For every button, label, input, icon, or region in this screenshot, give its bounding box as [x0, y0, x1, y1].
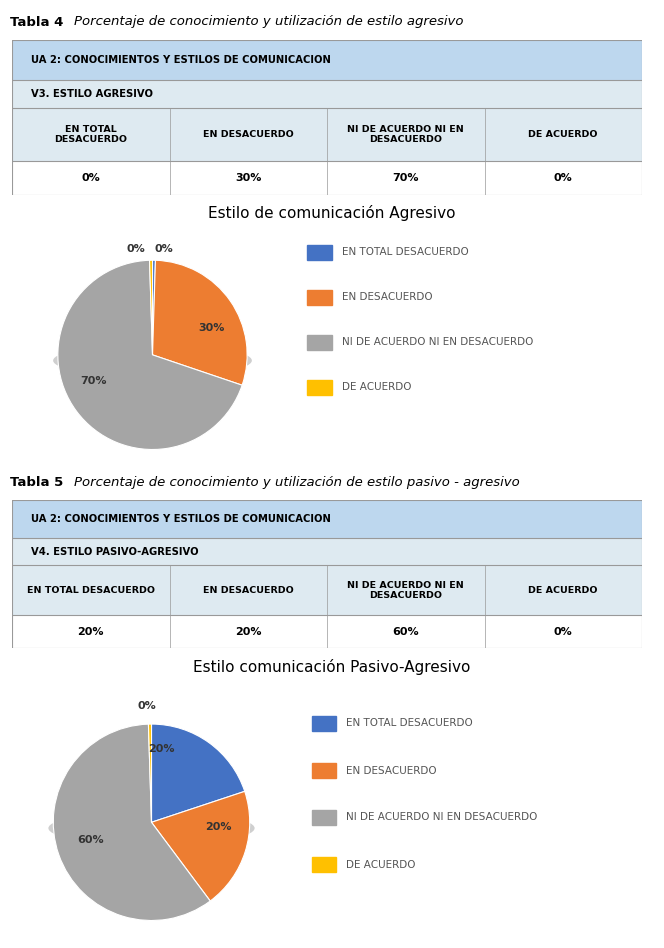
Text: Tabla 5: Tabla 5 [10, 476, 63, 488]
Bar [307, 290, 332, 304]
Text: 0%: 0% [82, 173, 100, 183]
Text: Estilo de comunicación Agresivo: Estilo de comunicación Agresivo [208, 205, 456, 221]
FancyBboxPatch shape [485, 615, 642, 648]
Text: 20%: 20% [78, 627, 104, 637]
Bar [307, 336, 332, 350]
Text: 70%: 70% [80, 376, 107, 387]
FancyBboxPatch shape [12, 565, 169, 615]
Text: DE ACUERDO: DE ACUERDO [529, 130, 598, 139]
Text: V4. ESTILO PASIVO-AGRESIVO: V4. ESTILO PASIVO-AGRESIVO [31, 547, 199, 556]
Text: NI DE ACUERDO NI EN
DESACUERDO: NI DE ACUERDO NI EN DESACUERDO [347, 125, 464, 144]
Text: EN TOTAL DESACUERDO: EN TOTAL DESACUERDO [27, 586, 155, 594]
Text: EN TOTAL DESACUERDO: EN TOTAL DESACUERDO [343, 247, 469, 258]
Text: 20%: 20% [148, 743, 175, 754]
FancyBboxPatch shape [12, 538, 642, 565]
Text: EN DESACUERDO: EN DESACUERDO [343, 293, 433, 302]
Text: 0%: 0% [155, 244, 173, 254]
Text: EN TOTAL
DESACUERDO: EN TOTAL DESACUERDO [54, 125, 127, 144]
Wedge shape [153, 260, 155, 355]
FancyBboxPatch shape [327, 161, 485, 195]
Bar [312, 857, 336, 872]
FancyBboxPatch shape [169, 615, 327, 648]
Ellipse shape [53, 344, 252, 377]
Text: 0%: 0% [554, 173, 572, 183]
Wedge shape [53, 724, 210, 921]
FancyBboxPatch shape [327, 615, 485, 648]
Wedge shape [149, 724, 151, 822]
FancyBboxPatch shape [169, 565, 327, 615]
Text: 30%: 30% [235, 173, 262, 183]
Text: EN DESACUERDO: EN DESACUERDO [203, 586, 293, 594]
FancyBboxPatch shape [485, 108, 642, 161]
FancyBboxPatch shape [485, 565, 642, 615]
Text: Estilo comunicación Pasivo-Agresivo: Estilo comunicación Pasivo-Agresivo [193, 659, 471, 675]
FancyBboxPatch shape [12, 81, 642, 108]
Text: 20%: 20% [235, 627, 262, 637]
FancyBboxPatch shape [327, 565, 485, 615]
Text: UA 2: CONOCIMIENTOS Y ESTILOS DE COMUNICACION: UA 2: CONOCIMIENTOS Y ESTILOS DE COMUNIC… [31, 55, 331, 65]
Wedge shape [58, 261, 242, 449]
Text: 20%: 20% [205, 822, 232, 832]
Text: 0%: 0% [554, 627, 572, 637]
Text: 60%: 60% [392, 627, 419, 637]
Text: 60%: 60% [77, 835, 104, 845]
Wedge shape [151, 724, 245, 822]
Text: EN DESACUERDO: EN DESACUERDO [347, 765, 437, 775]
FancyBboxPatch shape [12, 161, 169, 195]
Text: V3. ESTILO AGRESIVO: V3. ESTILO AGRESIVO [31, 89, 153, 100]
FancyBboxPatch shape [327, 108, 485, 161]
Text: 0%: 0% [137, 702, 156, 711]
Text: NI DE ACUERDO NI EN DESACUERDO: NI DE ACUERDO NI EN DESACUERDO [347, 812, 538, 823]
Wedge shape [153, 261, 247, 385]
FancyBboxPatch shape [485, 161, 642, 195]
Text: 0%: 0% [126, 244, 145, 254]
Text: EN DESACUERDO: EN DESACUERDO [203, 130, 293, 139]
Bar [312, 810, 336, 825]
FancyBboxPatch shape [169, 108, 327, 161]
Text: 30%: 30% [198, 323, 224, 334]
Text: DE ACUERDO: DE ACUERDO [347, 860, 416, 869]
Text: UA 2: CONOCIMIENTOS Y ESTILOS DE COMUNICACION: UA 2: CONOCIMIENTOS Y ESTILOS DE COMUNIC… [31, 514, 331, 524]
Bar [312, 763, 336, 778]
Wedge shape [151, 792, 250, 901]
Wedge shape [149, 260, 153, 355]
Text: Porcentaje de conocimiento y utilización de estilo agresivo: Porcentaje de conocimiento y utilización… [74, 15, 464, 28]
Text: NI DE ACUERDO NI EN
DESACUERDO: NI DE ACUERDO NI EN DESACUERDO [347, 580, 464, 600]
Ellipse shape [48, 811, 254, 846]
FancyBboxPatch shape [12, 108, 169, 161]
FancyBboxPatch shape [12, 500, 642, 538]
FancyBboxPatch shape [12, 615, 169, 648]
Bar [307, 246, 332, 260]
Text: EN TOTAL DESACUERDO: EN TOTAL DESACUERDO [347, 719, 473, 728]
Text: Porcentaje de conocimiento y utilización de estilo pasivo - agresivo: Porcentaje de conocimiento y utilización… [74, 476, 520, 488]
Text: DE ACUERDO: DE ACUERDO [343, 382, 412, 392]
FancyBboxPatch shape [169, 161, 327, 195]
Text: Tabla 4: Tabla 4 [10, 15, 63, 28]
Bar [307, 380, 332, 394]
Text: DE ACUERDO: DE ACUERDO [529, 586, 598, 594]
FancyBboxPatch shape [12, 40, 642, 81]
Text: 70%: 70% [392, 173, 419, 183]
Bar [312, 716, 336, 731]
Text: NI DE ACUERDO NI EN DESACUERDO: NI DE ACUERDO NI EN DESACUERDO [343, 337, 534, 348]
